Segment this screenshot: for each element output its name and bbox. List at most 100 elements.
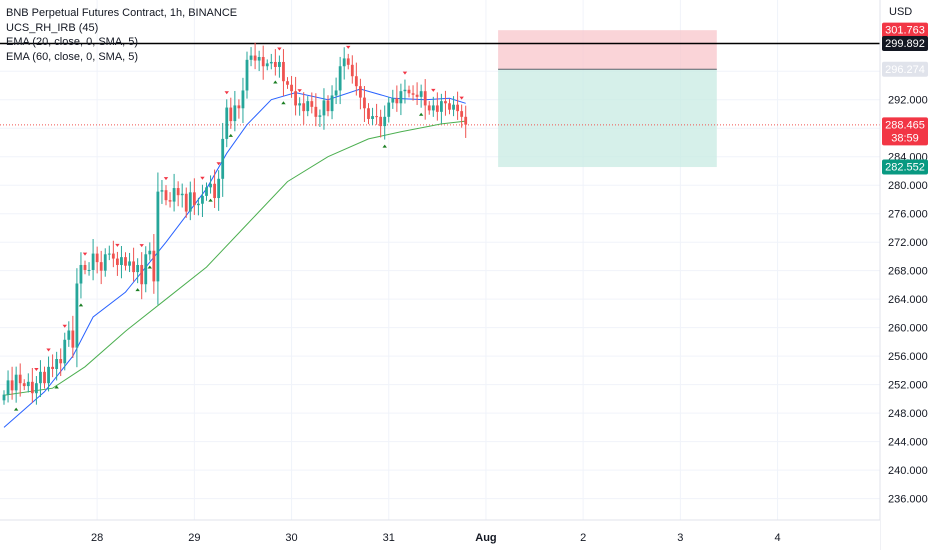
candle-body[interactable]: [354, 76, 358, 87]
candle-body[interactable]: [363, 97, 366, 109]
candle-body[interactable]: [2, 394, 6, 401]
candle-body[interactable]: [290, 84, 293, 92]
candle-body[interactable]: [55, 359, 59, 369]
candle-body[interactable]: [440, 101, 443, 112]
candle-body[interactable]: [63, 339, 67, 364]
candle-body[interactable]: [176, 188, 180, 196]
candle-body[interactable]: [116, 258, 119, 265]
candle-body[interactable]: [51, 366, 54, 369]
legend-indicator-ema60[interactable]: EMA (60, close, 0, SMA, 5): [6, 50, 139, 63]
candle-body[interactable]: [322, 100, 326, 116]
stop-price-badge[interactable]: [882, 22, 928, 38]
candle-body[interactable]: [342, 58, 346, 67]
entry-price-badge[interactable]: [882, 61, 928, 77]
candle-body[interactable]: [415, 94, 419, 97]
candle-body[interactable]: [241, 90, 245, 109]
candle-body[interactable]: [87, 269, 91, 271]
candle-body[interactable]: [273, 61, 277, 67]
candle-body[interactable]: [172, 188, 176, 202]
candle-body[interactable]: [249, 55, 253, 60]
candle-body[interactable]: [456, 104, 459, 112]
candle-body[interactable]: [338, 66, 342, 91]
candle-body[interactable]: [282, 61, 285, 82]
candle-body[interactable]: [132, 261, 135, 273]
candle-body[interactable]: [225, 107, 229, 139]
candle-body[interactable]: [107, 253, 111, 255]
candle-body[interactable]: [43, 371, 46, 384]
candle-body[interactable]: [318, 115, 322, 117]
candle-body[interactable]: [237, 105, 241, 109]
candle-body[interactable]: [452, 104, 455, 110]
time-axis-panel[interactable]: [0, 520, 880, 550]
candle-body[interactable]: [423, 91, 427, 106]
candle-body[interactable]: [245, 59, 249, 91]
candle-body[interactable]: [156, 191, 160, 282]
candle-body[interactable]: [221, 138, 225, 179]
candle-body[interactable]: [346, 58, 350, 65]
candle-body[interactable]: [359, 86, 362, 98]
candle-body[interactable]: [367, 108, 370, 119]
candle-body[interactable]: [180, 193, 184, 196]
candle-body[interactable]: [152, 250, 156, 282]
candle-body[interactable]: [298, 103, 302, 106]
candle-body[interactable]: [79, 264, 83, 284]
candle-body[interactable]: [6, 380, 10, 395]
candle-body[interactable]: [371, 116, 374, 119]
candle-body[interactable]: [205, 187, 208, 196]
candle-body[interactable]: [265, 63, 269, 67]
candle-body[interactable]: [460, 111, 464, 117]
candle-body[interactable]: [95, 253, 99, 263]
candle-body[interactable]: [148, 250, 152, 255]
current-price-badge[interactable]: [882, 117, 928, 146]
candle-body[interactable]: [18, 374, 22, 384]
price-axis-panel[interactable]: [880, 0, 932, 550]
candle-body[interactable]: [229, 107, 233, 122]
candle-body[interactable]: [407, 89, 411, 94]
candle-body[interactable]: [403, 89, 407, 92]
candle-body[interactable]: [387, 102, 391, 117]
candle-body[interactable]: [99, 262, 103, 271]
candle-body[interactable]: [350, 64, 354, 77]
candle-body[interactable]: [47, 366, 50, 384]
candle-body[interactable]: [192, 192, 196, 206]
candle-body[interactable]: [310, 101, 314, 107]
candle-body[interactable]: [427, 105, 431, 111]
candle-body[interactable]: [302, 103, 306, 112]
candle-body[interactable]: [257, 56, 261, 61]
candle-body[interactable]: [334, 90, 338, 96]
candle-body[interactable]: [111, 253, 115, 259]
candle-body[interactable]: [464, 116, 468, 125]
candle-body[interactable]: [168, 200, 172, 202]
candle-body[interactable]: [140, 264, 144, 285]
stop-loss-zone[interactable]: [498, 30, 717, 70]
candle-body[interactable]: [286, 81, 289, 85]
candle-body[interactable]: [391, 98, 395, 103]
legend-title[interactable]: BNB Perpetual Futures Contract, 1h, BINA…: [6, 7, 238, 19]
candle-body[interactable]: [91, 253, 95, 270]
candle-body[interactable]: [411, 93, 415, 95]
candle-body[interactable]: [164, 190, 168, 201]
candle-body[interactable]: [10, 380, 14, 391]
candle-body[interactable]: [75, 283, 79, 348]
candle-body[interactable]: [419, 91, 423, 97]
candle-body[interactable]: [269, 61, 273, 64]
candle-body[interactable]: [39, 371, 42, 384]
candle-body[interactable]: [444, 101, 447, 104]
candle-body[interactable]: [120, 257, 123, 265]
candle-body[interactable]: [213, 183, 216, 199]
candle-body[interactable]: [431, 105, 435, 111]
candle-body[interactable]: [160, 190, 164, 192]
candle-body[interactable]: [103, 254, 107, 271]
legend-indicator-ema20[interactable]: EMA (20, close, 0, SMA, 5): [6, 36, 139, 48]
candle-body[interactable]: [14, 374, 18, 391]
candle-body[interactable]: [67, 330, 71, 340]
candle-body[interactable]: [233, 105, 237, 122]
candle-body[interactable]: [399, 91, 403, 104]
candle-body[interactable]: [184, 193, 188, 212]
candle-body[interactable]: [83, 264, 87, 270]
candle-body[interactable]: [26, 381, 30, 387]
candle-body[interactable]: [197, 203, 200, 206]
candle-body[interactable]: [253, 55, 257, 61]
